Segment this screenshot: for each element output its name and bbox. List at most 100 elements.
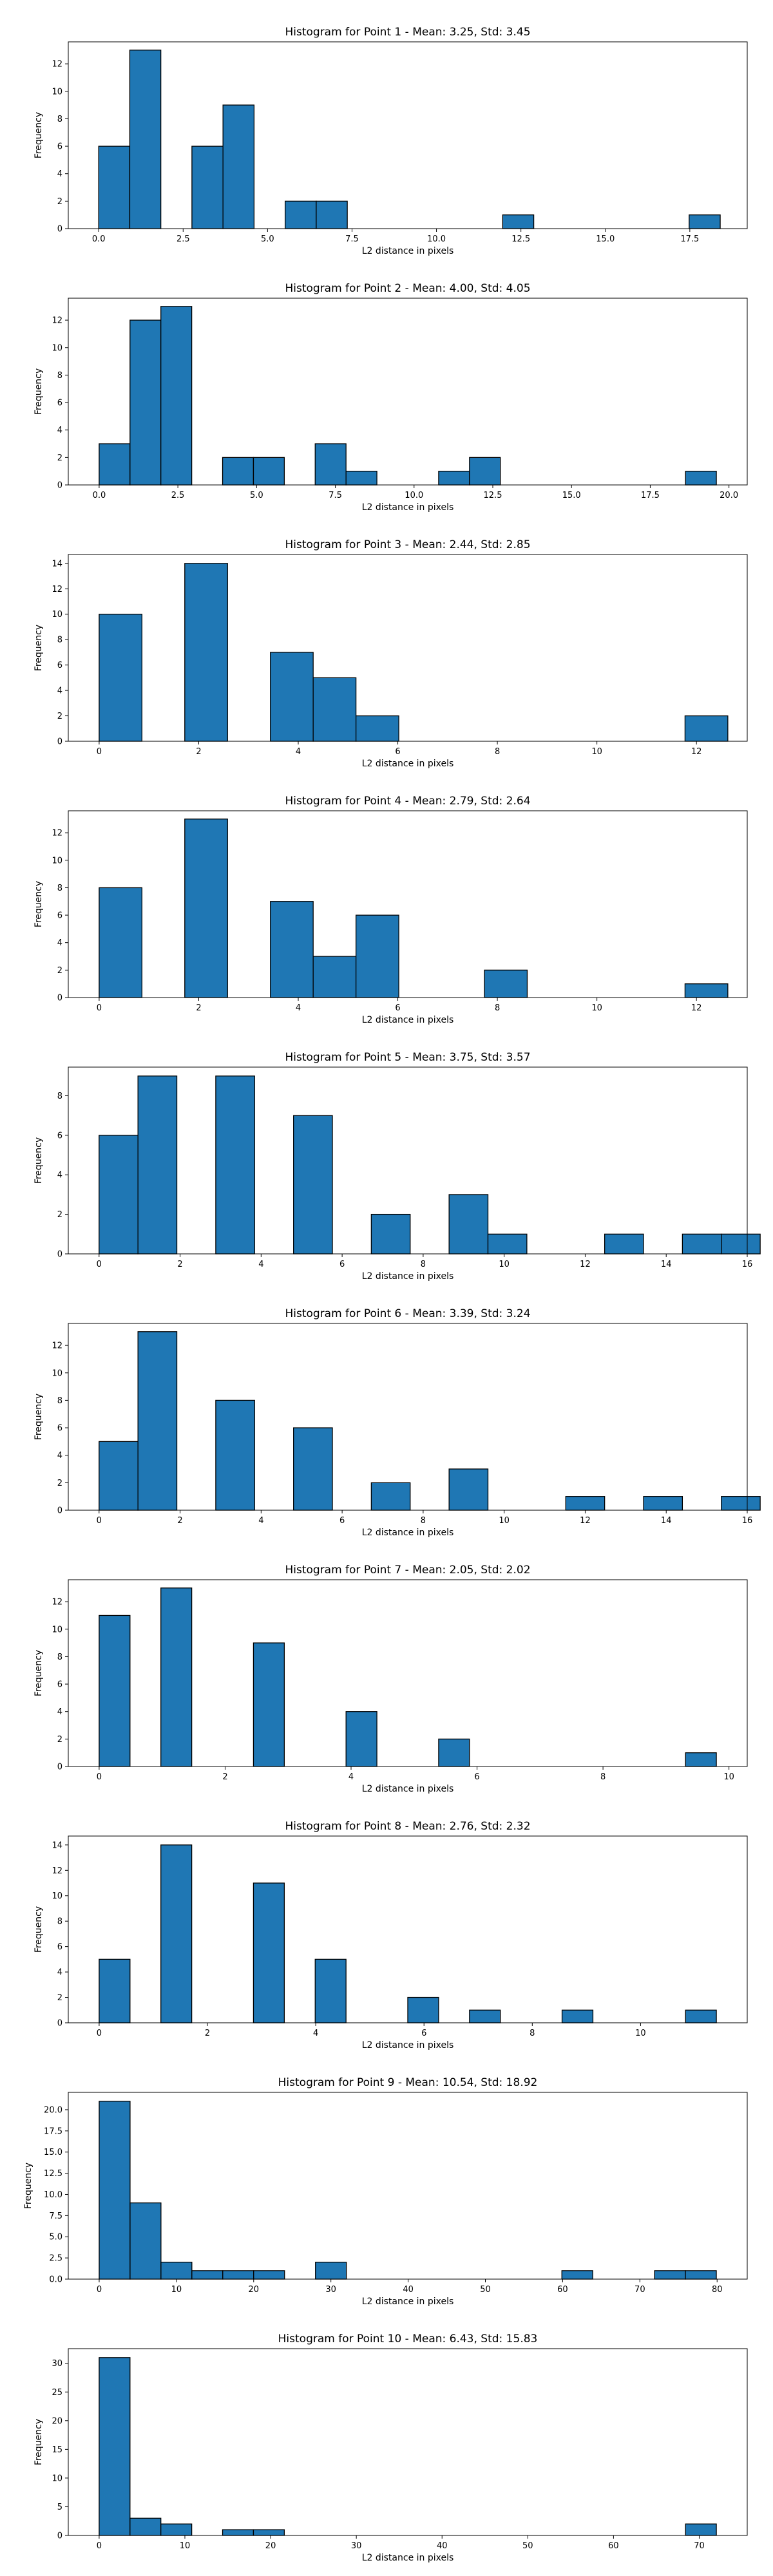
histogram-bar [689, 214, 721, 229]
histogram-bar [469, 2009, 501, 2023]
histogram-bar [682, 1233, 722, 1255]
x-tick-label: 6 [395, 1003, 400, 1013]
x-tick-label: 10 [171, 2285, 182, 2295]
histogram-bar [184, 563, 228, 742]
y-tick-label: 20 [52, 2416, 62, 2426]
x-tick-label: 0 [97, 2541, 102, 2551]
y-tick-label: 10 [52, 610, 62, 620]
histogram-bar [160, 1587, 193, 1767]
histogram-bar [684, 715, 729, 742]
x-tick-label: 0 [97, 1003, 102, 1013]
y-tick-label: 6 [57, 399, 62, 408]
x-tick-label: 10 [591, 1003, 602, 1013]
x-tick-label: 10.0 [427, 234, 446, 244]
x-tick-label: 6 [421, 2029, 426, 2038]
y-tick-label: 15 [52, 2445, 62, 2455]
x-axis-label: L2 distance in pixels [362, 246, 454, 256]
histogram-panel-5: Histogram for Point 5 - Mean: 3.75, Std:… [33, 1051, 761, 1282]
x-tick-label: 12 [580, 1260, 591, 1269]
histogram-bar [314, 1958, 347, 2023]
y-tick-label: 4 [57, 938, 62, 948]
histogram-bar [370, 1482, 411, 1511]
x-tick-label: 20 [265, 2541, 276, 2551]
y-tick-label: 12 [52, 316, 62, 326]
x-tick-label: 4 [313, 2029, 318, 2038]
y-axis-label: Frequency [33, 1137, 44, 1184]
chart-title: Histogram for Point 4 - Mean: 2.79, Std:… [285, 795, 530, 808]
histogram-bar [99, 1135, 138, 1255]
y-tick-label: 6 [57, 1942, 62, 1952]
plot-frame [68, 2092, 748, 2280]
y-tick-label: 12 [52, 1866, 62, 1876]
histogram-bar [253, 457, 285, 486]
histogram-bar [685, 2523, 717, 2536]
chart-title: Histogram for Point 6 - Mean: 3.39, Std:… [285, 1307, 530, 1320]
y-tick-label: 15.0 [44, 2148, 62, 2157]
histogram-bar [129, 319, 162, 486]
x-axis-label: L2 distance in pixels [362, 1015, 454, 1025]
y-tick-label: 10 [52, 87, 62, 97]
histogram-bar [561, 2270, 593, 2280]
x-tick-label: 70 [694, 2541, 705, 2551]
histogram-bar [222, 2529, 254, 2536]
histogram-panel-6: Histogram for Point 6 - Mean: 3.39, Std:… [33, 1307, 761, 1538]
x-tick-label: 0 [97, 2285, 102, 2295]
x-tick-label: 2 [205, 2029, 210, 2038]
plot-frame [68, 298, 748, 486]
chart-title: Histogram for Point 10 - Mean: 6.43, Std… [278, 2333, 538, 2345]
y-tick-label: 10 [52, 856, 62, 866]
histogram-bar [253, 1882, 285, 2023]
histogram-bar [270, 652, 314, 742]
y-axis-label: Frequency [33, 1394, 44, 1440]
histogram-panel-10: Histogram for Point 10 - Mean: 6.43, Std… [33, 2333, 748, 2563]
x-tick-label: 6 [395, 747, 400, 757]
x-tick-label: 2.5 [171, 491, 185, 500]
chart-title: Histogram for Point 1 - Mean: 3.25, Std:… [285, 26, 530, 39]
y-tick-label: 6 [57, 1424, 62, 1434]
histogram-bar [129, 50, 162, 229]
x-tick-label: 5.0 [261, 234, 274, 244]
histogram-bar [685, 1752, 717, 1767]
y-tick-label: 4 [57, 169, 62, 179]
y-tick-label: 6 [57, 1680, 62, 1690]
x-tick-label: 10 [591, 747, 602, 757]
histogram-bar [438, 471, 470, 486]
y-tick-label: 0 [57, 2019, 62, 2029]
x-tick-label: 10 [499, 1260, 510, 1269]
y-tick-label: 8 [57, 371, 62, 381]
histogram-bar [222, 104, 255, 229]
histogram-bar [407, 1996, 439, 2023]
histogram-bar [345, 1711, 377, 1767]
x-tick-label: 7.5 [329, 491, 342, 500]
histogram-panel-3: Histogram for Point 3 - Mean: 2.44, Std:… [33, 538, 748, 769]
x-tick-label: 50 [522, 2541, 533, 2551]
histogram-bar [314, 443, 347, 486]
y-axis-label: Frequency [33, 2419, 44, 2465]
histogram-bar [312, 956, 357, 998]
y-axis-label: Frequency [33, 625, 44, 671]
histogram-bar [502, 214, 535, 229]
x-tick-label: 30 [325, 2285, 336, 2295]
x-tick-label: 14 [661, 1260, 672, 1269]
x-axis-label: L2 distance in pixels [362, 1784, 454, 1794]
histogram-panel-2: Histogram for Point 2 - Mean: 4.00, Std:… [33, 282, 748, 513]
x-axis-label: L2 distance in pixels [362, 1271, 454, 1282]
x-tick-label: 15.0 [596, 234, 615, 244]
histogram-bar [191, 2270, 224, 2280]
y-tick-label: 5.0 [49, 2233, 62, 2242]
x-tick-label: 0 [97, 1772, 102, 1782]
histogram-bar [99, 2357, 131, 2536]
histogram-bar [191, 146, 224, 229]
x-tick-label: 30 [351, 2541, 362, 2551]
x-tick-label: 12 [691, 1003, 702, 1013]
x-tick-label: 70 [635, 2285, 645, 2295]
plot-frame [68, 554, 748, 742]
histogram-bar [685, 2270, 717, 2280]
y-tick-label: 8 [57, 1092, 62, 1101]
x-tick-label: 2.5 [177, 234, 190, 244]
x-tick-label: 2 [222, 1772, 227, 1782]
plot-frame [68, 1066, 748, 1255]
histogram-bar [643, 1496, 683, 1511]
x-tick-label: 2 [177, 1516, 182, 1526]
x-tick-label: 4 [348, 1772, 354, 1782]
